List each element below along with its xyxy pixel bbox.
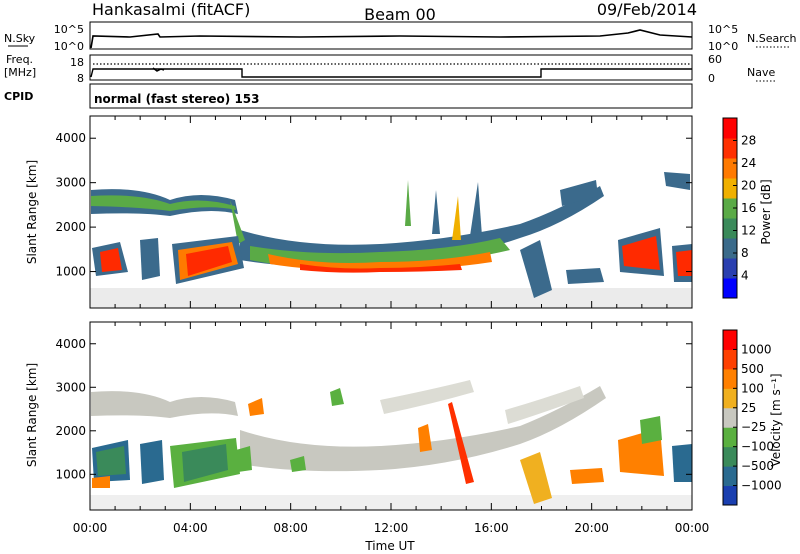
colorbar-swatch	[723, 218, 737, 239]
cpid-label: CPID	[4, 90, 33, 103]
velocity-xticks: 00:00 04:00 08:00 12:00 16:00 20:00 00:00	[73, 322, 710, 535]
colorbar-swatch	[723, 388, 737, 409]
colorbar-tick-label: 8	[741, 246, 749, 260]
velocity-colorbar-label: Velocity [m s⁻¹]	[769, 373, 783, 466]
cpid-panel-frame	[89, 83, 693, 109]
y-tick-label: 4000	[55, 131, 86, 145]
colorbar-tick-label: 16	[741, 201, 756, 215]
y-tick-label: 2000	[55, 220, 86, 234]
colorbar-swatch	[723, 178, 737, 199]
beam-label: Beam 00	[364, 5, 436, 24]
colorbar-tick-label: 12	[741, 224, 756, 238]
colorbar-swatch	[723, 407, 737, 428]
cpid-text: normal (fast stereo) 153	[94, 92, 260, 106]
colorbar-tick-label: 4	[741, 269, 749, 283]
power-xticks	[89, 116, 693, 308]
colorbar-swatch	[723, 349, 737, 370]
colorbar-tick-label: 25	[741, 401, 756, 415]
x-tick-label: 00:00	[675, 521, 710, 535]
x-tick-label: 16:00	[474, 521, 509, 535]
colorbar-swatch	[723, 427, 737, 448]
x-tick-label: 08:00	[273, 521, 308, 535]
nave-dip	[152, 67, 165, 72]
nave-tick-bottom: 0	[708, 72, 715, 85]
power-plot-area	[90, 172, 692, 308]
colorbar-swatch	[723, 258, 737, 279]
freq-tick-top: 18	[70, 56, 84, 69]
freq-tick-bottom: 8	[77, 72, 84, 85]
colorbar-tick-label: 20	[741, 179, 756, 193]
colorbar-swatch	[723, 368, 737, 389]
colorbar-tick-label: 28	[741, 134, 756, 148]
colorbar-swatch	[723, 198, 737, 219]
nsky-tick-bottom: 10^0	[54, 40, 84, 53]
y-tick-label: 1000	[55, 265, 86, 279]
colorbar-tick-label: 1000	[741, 342, 772, 356]
colorbar-tick-label: 500	[741, 362, 764, 376]
x-tick-label: 00:00	[73, 521, 108, 535]
colorbar-tick-label: 100	[741, 381, 764, 395]
nsky-tick-top: 10^5	[54, 23, 84, 36]
y-tick-label: 3000	[55, 380, 86, 394]
velocity-xlabel: Time UT	[364, 539, 415, 553]
colorbar-swatch	[723, 446, 737, 467]
velocity-plot-area	[90, 380, 692, 510]
velocity-ylabel: Slant Range [km]	[25, 363, 39, 467]
freq-label-2: [MHz]	[4, 66, 36, 79]
x-tick-label: 20:00	[574, 521, 609, 535]
colorbar-tick-label: −500	[741, 459, 774, 473]
power-colorbar: 28 24 20 16 12 8 4	[722, 117, 756, 299]
colorbar-tick-label: −25	[741, 420, 766, 434]
colorbar-tick-label: −100	[741, 440, 774, 454]
power-ylabel: Slant Range [km]	[25, 160, 39, 264]
nsearch-tick-bottom: 10^0	[708, 40, 738, 53]
colorbar-swatch	[723, 466, 737, 487]
x-tick-label: 04:00	[173, 521, 208, 535]
colorbar-swatch	[723, 238, 737, 259]
power-colorbar-label: Power [dB]	[759, 179, 773, 244]
colorbar-tick-label: −1000	[741, 479, 782, 493]
freq-label-1: Freq.	[6, 53, 33, 66]
colorbar-swatch	[723, 485, 737, 506]
date-label: 09/Feb/2014	[597, 0, 697, 19]
y-tick-label: 1000	[55, 467, 86, 481]
freq-trace	[90, 68, 692, 78]
velocity-yticks: 1000 2000 3000 4000	[55, 337, 692, 481]
nsky-trace	[90, 29, 693, 49]
colorbar-frame	[722, 329, 738, 506]
freq-panel-frame	[89, 54, 693, 81]
nsearch-label: N.Search	[747, 32, 797, 45]
y-tick-label: 3000	[55, 176, 86, 190]
colorbar-swatch	[723, 138, 737, 159]
x-tick-label: 12:00	[374, 521, 409, 535]
colorbar-swatch	[723, 158, 737, 179]
y-tick-label: 4000	[55, 337, 86, 351]
velocity-colorbar: 1000 500 100 25 −25 −100 −500 −1000	[722, 329, 782, 506]
radar-title: Hankasalmi (fitACF)	[92, 0, 250, 19]
colorbar-swatch	[723, 278, 737, 299]
colorbar-swatch	[723, 330, 737, 350]
colorbar-tick-label: 24	[741, 156, 756, 170]
nsearch-tick-top: 10^5	[708, 23, 738, 36]
nave-tick-top: 60	[708, 53, 722, 66]
power-yticks: 1000 2000 3000 4000	[55, 131, 692, 279]
nave-label: Nave	[747, 66, 775, 79]
colorbar-swatch	[723, 118, 737, 139]
y-tick-label: 2000	[55, 424, 86, 438]
nsky-label: N.Sky	[4, 32, 36, 45]
nsky-panel-frame	[89, 21, 693, 50]
